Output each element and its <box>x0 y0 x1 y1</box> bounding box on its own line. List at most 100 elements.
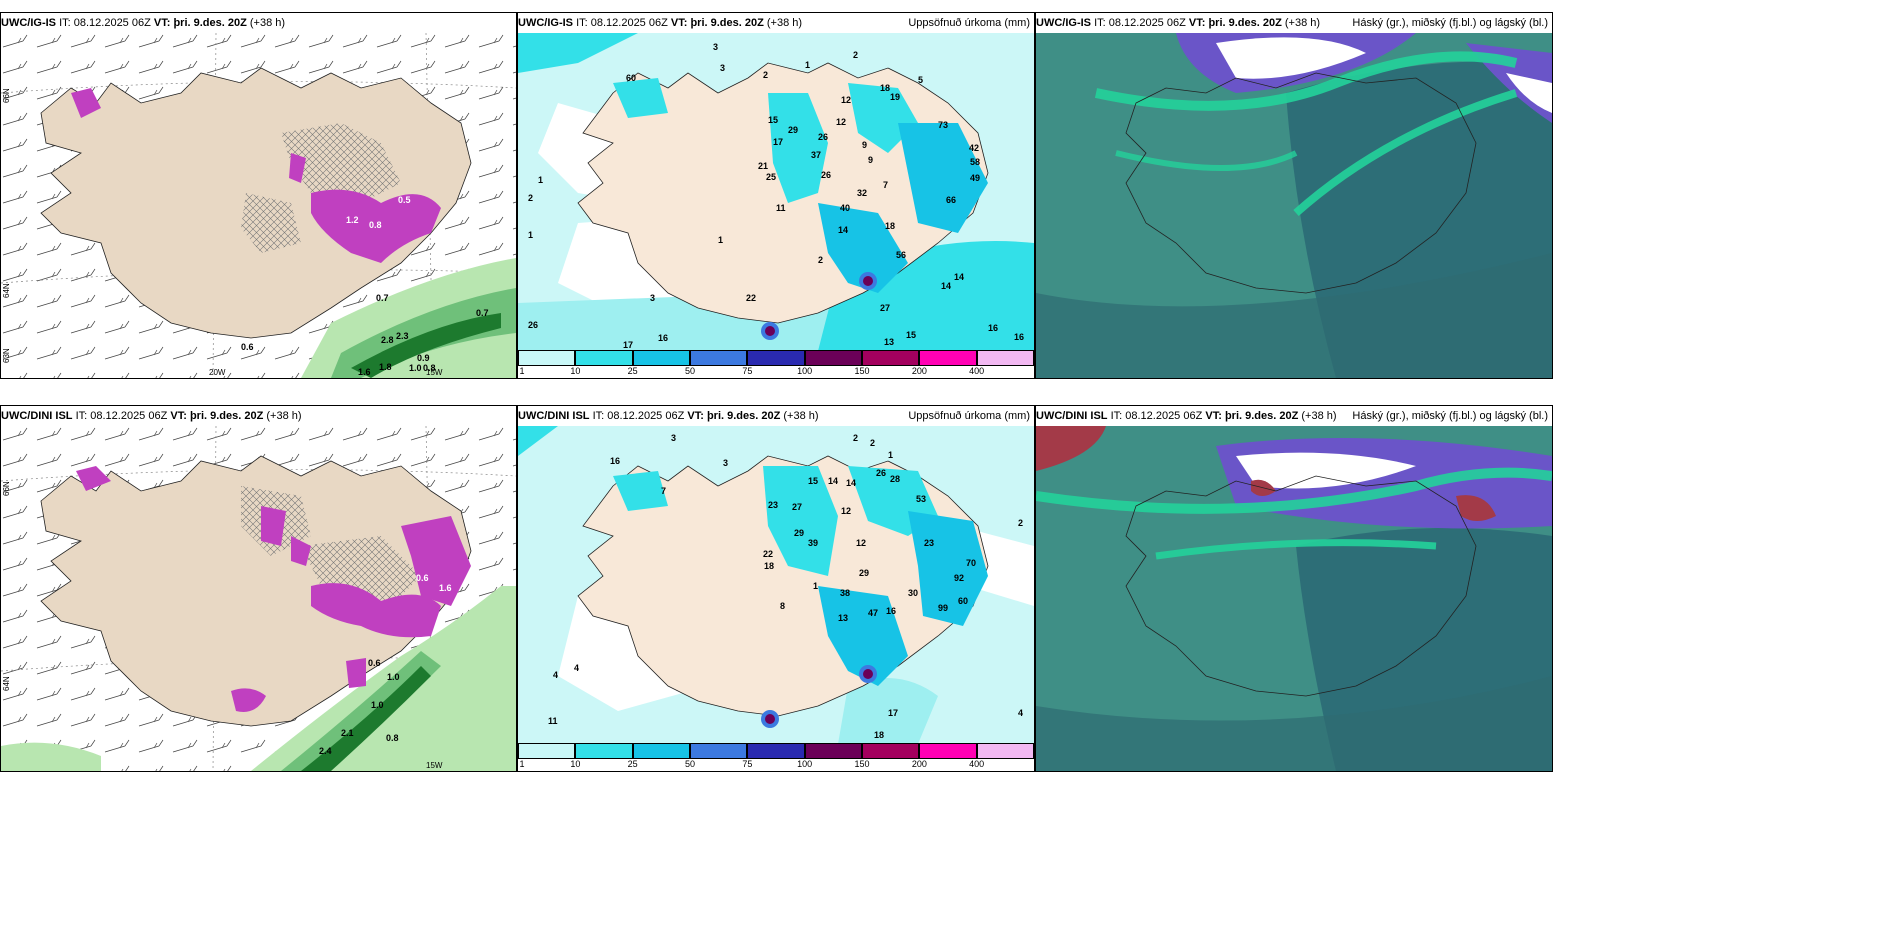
precip-value: 56 <box>896 250 906 260</box>
colorbar-segment <box>690 743 748 759</box>
precip-value: 22 <box>763 549 773 559</box>
precip-value: 92 <box>954 573 964 583</box>
panel-top-left-wind-map: UWC/IG-IS IT: 08.12.2025 06Z VT: þri. 9.… <box>0 12 517 379</box>
cloud-map <box>1036 426 1552 771</box>
precip-value: 13 <box>884 337 894 347</box>
precip-value: 4 <box>553 670 558 680</box>
precip-value: 15 <box>808 476 818 486</box>
precip-value: 18 <box>764 561 774 571</box>
precip-value: 39 <box>808 538 818 548</box>
precip-value: 99 <box>938 603 948 613</box>
panel-field-title: Háský (gr.), miðský (fj.bl.) og lágský (… <box>1352 410 1548 422</box>
precip-value: 12 <box>836 117 846 127</box>
colorbar-label: 200 <box>911 366 927 376</box>
precip-value: 49 <box>970 173 980 183</box>
panel-title: UWC/IG-IS IT: 08.12.2025 06Z VT: þri. 9.… <box>1036 17 1321 29</box>
colorbar-label: 400 <box>969 366 985 376</box>
precip-value: 25 <box>766 172 776 182</box>
panel-title: UWC/DINI ISL IT: 08.12.2025 06Z VT: þri.… <box>518 410 819 422</box>
panel-field-title: Uppsöfnuð úrkoma (mm) <box>908 410 1030 422</box>
precip-value: 1.6 <box>358 367 371 377</box>
colorbar-segment <box>919 743 977 759</box>
wind-precip-map: 66N 64N 15W 1.0 1.0 2.1 0.8 2.4 0.6 0.6 … <box>1 426 516 771</box>
panel-title: UWC/DINI ISL IT: 08.12.2025 06Z VT: þri.… <box>1 410 302 422</box>
precip-colorbar: 1 10 25 50 75 100 150 200 400 <box>518 350 1034 378</box>
precip-value: 14 <box>954 272 964 282</box>
precip-value: 16 <box>610 456 620 466</box>
precip-value: 29 <box>859 568 869 578</box>
panel-bot-left-wind-map: UWC/DINI ISL IT: 08.12.2025 06Z VT: þri.… <box>0 405 517 772</box>
panel-bot-right-cloud-map: UWC/DINI ISL IT: 08.12.2025 06Z VT: þri.… <box>1035 405 1553 772</box>
precip-value: 11 <box>548 716 558 726</box>
precip-value: 0.7 <box>376 293 389 303</box>
precip-value: 2 <box>1018 518 1023 528</box>
precip-value: 29 <box>794 528 804 538</box>
precip-value: 3 <box>723 458 728 468</box>
precip-value: 8 <box>780 601 785 611</box>
precip-value: 14 <box>828 476 838 486</box>
precip-value: 42 <box>969 143 979 153</box>
precip-value: 7 <box>883 180 888 190</box>
panel-field-title: Uppsöfnuð úrkoma (mm) <box>908 17 1030 29</box>
precip-value: 0.9 <box>417 353 430 363</box>
colorbar-label: 75 <box>742 366 753 376</box>
precip-value: 9 <box>862 140 867 150</box>
precip-value: 18 <box>874 730 884 740</box>
precip-value: 2 <box>818 255 823 265</box>
precip-value: 9 <box>868 155 873 165</box>
precip-value: 14 <box>846 478 856 488</box>
cloud-map <box>1036 33 1552 378</box>
lat-label-64: 64N <box>2 676 11 691</box>
colorbar-segment <box>575 350 633 366</box>
precip-value: 15 <box>906 330 916 340</box>
colorbar-segment <box>804 743 862 759</box>
precip-value: 1 <box>805 60 810 70</box>
precip-map: 3 3 2 1 2 12 18 19 5 26 37 29 15 17 21 2… <box>518 33 1034 351</box>
colorbar-label: 10 <box>570 366 581 376</box>
precip-map: 3 3 2 1 2 12 26 28 53 23 27 15 14 29 22 … <box>518 426 1034 744</box>
precip-value: 14 <box>838 225 848 235</box>
colorbar-label: 10 <box>570 759 581 769</box>
precip-value: 5 <box>918 75 923 85</box>
colorbar-segment <box>690 350 748 366</box>
precip-value: 1 <box>718 235 723 245</box>
precip-value: 28 <box>890 474 900 484</box>
precip-value: 3 <box>713 42 718 52</box>
precip-value: 29 <box>788 125 798 135</box>
precip-value: 60 <box>626 73 636 83</box>
lat-label-63: 63N <box>2 348 11 363</box>
precip-value: 27 <box>880 303 890 313</box>
precip-value: 14 <box>941 281 951 291</box>
colorbar-segment <box>976 350 1034 366</box>
precip-value: 16 <box>658 333 668 343</box>
lat-label-64: 64N <box>2 283 11 298</box>
panel-title: UWC/IG-IS IT: 08.12.2025 06Z VT: þri. 9.… <box>518 17 803 29</box>
precip-value: 23 <box>924 538 934 548</box>
colorbar-segment <box>518 743 576 759</box>
precip-value: 27 <box>792 502 802 512</box>
precip-value: 2 <box>870 438 875 448</box>
precip-value: 2 <box>853 433 858 443</box>
colorbar-segment <box>747 350 805 366</box>
precip-value: 4 <box>1018 708 1023 718</box>
precip-value: 60 <box>958 596 968 606</box>
precip-value: 1.0 <box>409 363 422 373</box>
precip-value: 1.2 <box>346 215 359 225</box>
colorbar-label: 25 <box>627 366 638 376</box>
precip-value: 70 <box>966 558 976 568</box>
precip-value: 0.8 <box>386 733 399 743</box>
precip-value: 2 <box>528 193 533 203</box>
panel-top-right-cloud-map: UWC/IG-IS IT: 08.12.2025 06Z VT: þri. 9.… <box>1035 12 1553 379</box>
precip-value: 38 <box>840 588 850 598</box>
precip-value: 32 <box>857 188 867 198</box>
panel-bot-mid-precip-map: UWC/DINI ISL IT: 08.12.2025 06Z VT: þri.… <box>517 405 1035 772</box>
colorbar-segment <box>518 350 576 366</box>
precip-value: 17 <box>773 137 783 147</box>
precip-value: 26 <box>821 170 831 180</box>
panel-title: UWC/DINI ISL IT: 08.12.2025 06Z VT: þri.… <box>1036 410 1337 422</box>
lon-label-15: 15W <box>426 368 443 377</box>
precip-value: 1 <box>888 450 893 460</box>
precip-value: 0.6 <box>241 342 254 352</box>
precip-value: 26 <box>528 320 538 330</box>
precip-value: 3 <box>650 293 655 303</box>
